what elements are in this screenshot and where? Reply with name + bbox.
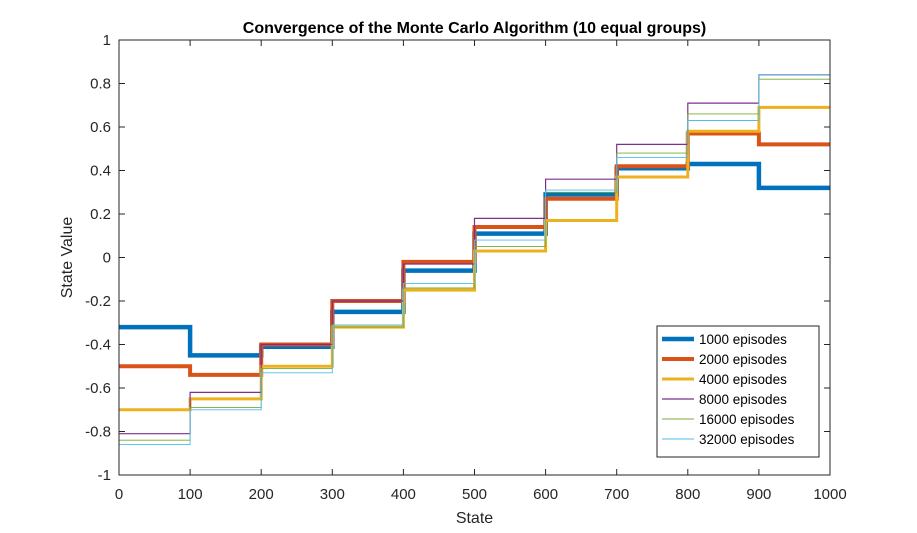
legend-entry-4: 8000 episodes [699,392,787,407]
legend-entry-2: 2000 episodes [699,352,787,367]
x-tick-label: 800 [675,486,700,503]
x-tick-label: 0 [115,486,123,503]
legend-entry-3: 4000 episodes [699,372,787,387]
legend: 1000 episodes 2000 episodes 4000 episodes 8… [656,325,820,458]
x-tick-label: 600 [533,486,558,503]
legend-entry-5: 16000 episodes [699,412,795,427]
x-tick-label: 700 [604,486,629,503]
series-layer [119,74,830,446]
y-tick-label: -0.8 [85,424,111,441]
y-tick-label: 0.8 [90,76,111,93]
y-tick-label: -0.6 [85,380,111,397]
y-axis-label: State Value [59,217,76,299]
chart-title: Convergence of the Monte Carlo Algorithm… [243,20,706,37]
legend-entry-6: 32000 episodes [699,432,795,447]
x-tick-label: 1000 [813,486,846,503]
y-tick-label: 0 [103,250,111,267]
x-axis-label: State [456,510,493,527]
y-tick-label: 0.4 [90,163,111,180]
y-tick-label: -0.4 [85,337,111,354]
y-tick-label: -0.2 [85,293,111,310]
legend-entry-1: 1000 episodes [699,332,787,347]
y-tick-label: 0.6 [90,119,111,136]
y-tick-label: 0.2 [90,206,111,223]
x-tick-label: 400 [391,486,416,503]
x-tick-label: 100 [178,486,203,503]
y-tick-label: 1 [103,32,111,49]
x-tick-label: 300 [320,486,345,503]
legend-box [656,325,820,458]
x-tick-label: 900 [746,486,771,503]
ticks-layer: 0 100 200 300 400 500 600 700 800 900 1000 -1 -0.8 -0… [85,32,847,503]
y-tick-label: -1 [98,467,111,484]
series-line-6 [119,74,830,446]
x-tick-label: 500 [462,486,487,503]
x-tick-label: 200 [249,486,274,503]
